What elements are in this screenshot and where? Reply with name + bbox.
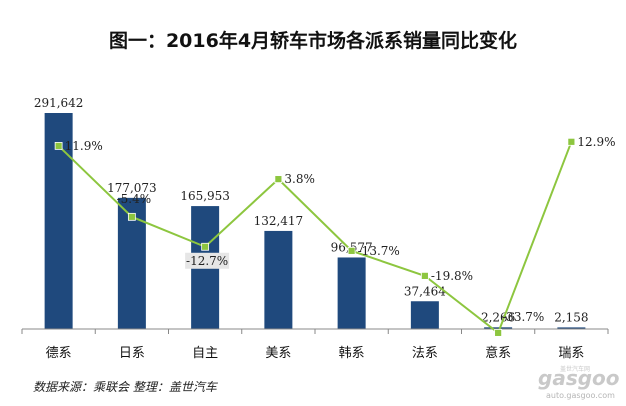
category-label: 德系 <box>46 346 72 361</box>
line-marker <box>494 328 503 337</box>
category-label: 自主 <box>192 346 218 361</box>
line-label-bg <box>185 252 230 269</box>
bar-法系 <box>410 301 439 329</box>
line-value-label: -33.7% <box>502 310 544 324</box>
category-label: 韩系 <box>339 346 365 361</box>
watermark-logo: gasgoo <box>538 366 620 390</box>
line-value-label: -19.8% <box>431 269 473 283</box>
line-value-label: 12.9% <box>577 135 615 149</box>
line-value-label: 11.9% <box>65 139 103 153</box>
line-marker <box>567 137 576 146</box>
line-value-label: -5.4% <box>117 192 152 206</box>
bar-value-label: 132,417 <box>254 214 304 228</box>
line-marker <box>127 212 136 221</box>
bar-韩系 <box>337 257 366 329</box>
bar-瑞系 <box>557 327 586 329</box>
line-marker <box>274 175 283 184</box>
bar-美系 <box>264 230 293 329</box>
bar-意系 <box>484 327 513 329</box>
line-marker <box>54 142 63 150</box>
bar-value-label: 37,464 <box>404 284 446 298</box>
bar-value-label: 2,158 <box>554 310 588 324</box>
category-label: 意系 <box>485 345 511 361</box>
bar-value-label: 2,266 <box>481 310 515 324</box>
data-source-note: 数据来源：乘联会 整理：盖世汽车 <box>33 380 217 394</box>
category-label: 日系 <box>119 346 145 361</box>
line-marker <box>347 246 356 255</box>
watermark-url: auto.gasgoo.com <box>546 391 615 400</box>
line-value-label: -12.7% <box>186 254 228 268</box>
line-value-label: 3.8% <box>284 172 315 186</box>
watermark-tag: 盖世汽车网 <box>560 366 591 373</box>
bar-value-label: 165,953 <box>180 189 230 203</box>
bar-value-label: 177,073 <box>107 181 157 195</box>
line-marker <box>201 242 210 251</box>
yoy-line <box>57 141 573 335</box>
line-marker <box>420 271 429 280</box>
chart-title: 图一：2016年4月轿车市场各派系销量同比变化 <box>108 30 518 52</box>
category-label: 美系 <box>265 346 291 361</box>
bar-value-label: 291,642 <box>34 96 84 110</box>
category-label: 法系 <box>412 346 438 361</box>
category-label: 瑞系 <box>558 346 584 361</box>
line-value-label: -13.7% <box>358 244 400 258</box>
